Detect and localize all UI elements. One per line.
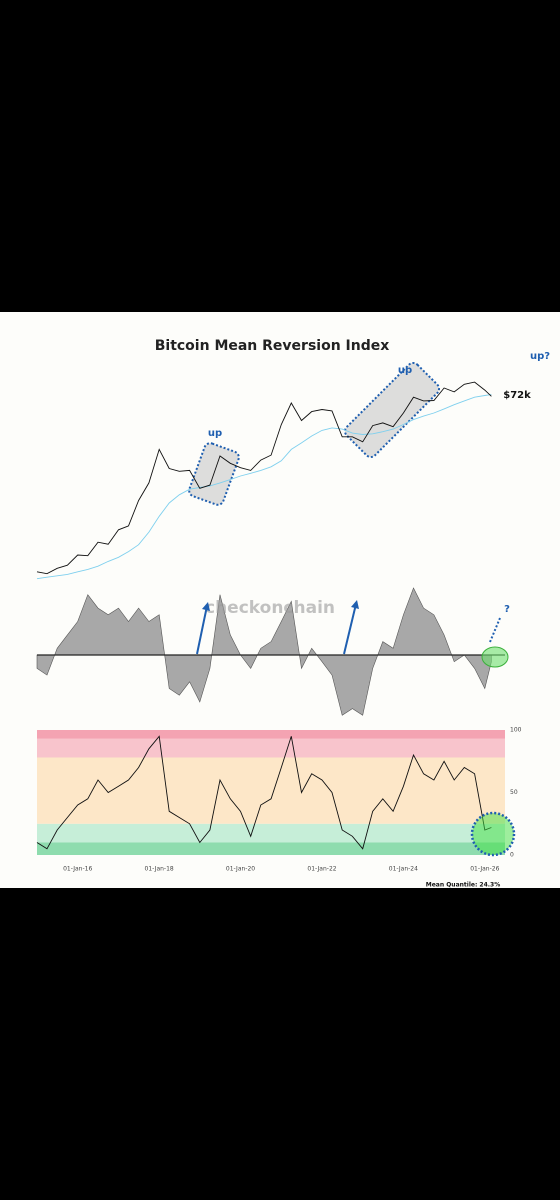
highlight-circle	[470, 811, 516, 857]
arrow	[343, 603, 357, 655]
footer: Mean Quantile: 24.3%	[426, 882, 501, 889]
arrow	[196, 605, 208, 655]
area	[36, 587, 492, 716]
y-tick-label: 0	[510, 852, 514, 859]
watermark: checkonchain	[205, 598, 335, 618]
line	[36, 735, 492, 850]
x-tick-label: 01-Jan-18	[145, 866, 174, 873]
highlight-circle	[481, 646, 509, 668]
y-tick-label: 100	[510, 727, 522, 734]
price-label: $72k	[503, 390, 531, 401]
annotation: up?	[530, 351, 550, 362]
y-tick-label: 50	[510, 789, 518, 796]
line	[36, 394, 492, 580]
x-tick-label: 01-Jan-26	[470, 866, 499, 873]
quantile-band	[37, 730, 505, 739]
quantile-band	[37, 738, 505, 758]
quantile-band	[37, 842, 505, 855]
plot-area: 0 50 100 01-Jan-16 01-Jan-18 01-Jan-20 01-Jan-…	[36, 381, 522, 873]
annotation: ?	[504, 604, 510, 615]
x-tick-label: 01-Jan-16	[63, 866, 92, 873]
arrow-head	[351, 600, 359, 609]
arrow	[489, 617, 501, 643]
annotation: up	[398, 365, 412, 376]
x-tick-label: 01-Jan-24	[389, 866, 418, 873]
quantile-band	[37, 823, 505, 843]
arrow-head	[202, 602, 210, 611]
line	[36, 381, 492, 575]
x-tick-label: 01-Jan-20	[226, 866, 255, 873]
overlays: up up up? $72k checkonchain ? Mean Quant…	[196, 351, 550, 889]
quantile-band	[37, 757, 505, 824]
annotation: up	[208, 428, 222, 439]
chart-title: Bitcoin Mean Reversion Index	[155, 338, 390, 354]
x-tick-label: 01-Jan-22	[307, 866, 336, 873]
